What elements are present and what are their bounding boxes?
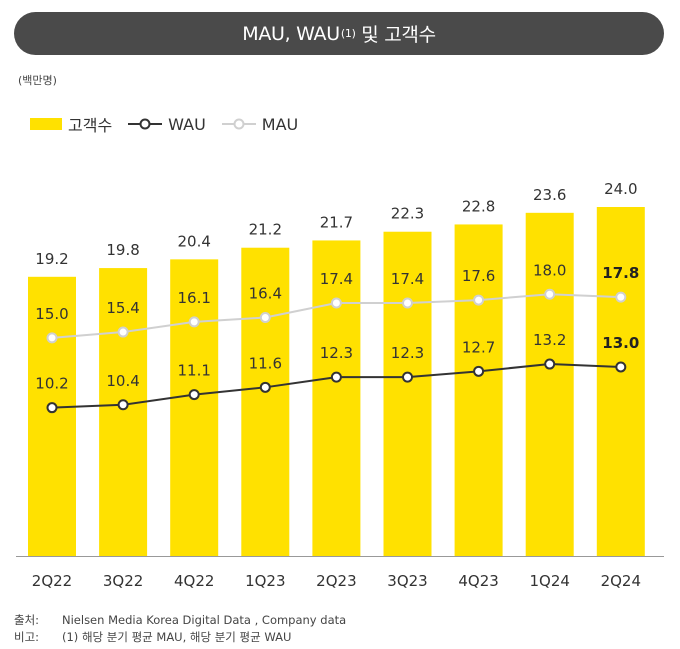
bar-3Q23 <box>383 231 432 557</box>
legend: 고객수 WAU MAU <box>30 112 314 136</box>
footer: 출처: Nielsen Media Korea Digital Data , C… <box>14 612 346 646</box>
bar-label-1Q24: 23.6 <box>533 186 566 204</box>
legend-label-mau: MAU <box>261 114 299 134</box>
legend-item-wau: WAU <box>128 115 206 134</box>
wau-point-3Q22 <box>117 399 129 411</box>
bar-2Q22 <box>28 276 76 556</box>
legend-mau-line-icon <box>221 118 256 130</box>
wau-label-4Q22: 11.1 <box>177 362 210 380</box>
bar-label-2Q24: 24.0 <box>604 180 637 198</box>
x-tick-2Q23: 2Q23 <box>316 572 356 590</box>
mau-label-3Q23: 17.4 <box>391 270 424 288</box>
wau-point-4Q22 <box>188 389 200 401</box>
chart-plot: 19.2 19.8 20.4 21.2 21.7 22.3 22.8 23.6 24.0 2Q22… <box>16 180 664 590</box>
bar-1Q24 <box>525 212 574 557</box>
mau-point-3Q22 <box>117 326 129 338</box>
mau-point-1Q24 <box>544 288 556 300</box>
mau-label-1Q23: 16.4 <box>249 285 282 303</box>
bar-label-4Q23: 22.8 <box>462 197 495 215</box>
x-tick-1Q24: 1Q24 <box>529 572 569 590</box>
x-tick-2Q24: 2Q24 <box>601 572 641 590</box>
mau-label-2Q22: 15.0 <box>35 305 68 323</box>
mau-point-4Q23 <box>473 294 485 306</box>
legend-item-mau: MAU <box>221 114 299 134</box>
unit-label: (백만명) <box>18 74 57 87</box>
title-footnote-mark: (1) <box>340 27 356 40</box>
x-tick-3Q23: 3Q23 <box>387 572 427 590</box>
mau-label-3Q22: 15.4 <box>106 299 139 317</box>
mau-point-3Q23 <box>402 297 413 309</box>
mau-point-1Q23 <box>259 312 271 324</box>
wau-point-4Q23 <box>473 365 485 377</box>
bar-label-2Q22: 19.2 <box>35 250 68 268</box>
wau-point-2Q24 <box>615 361 627 373</box>
title-tail: 및 고객수 <box>355 24 436 46</box>
legend-label-customers: 고객수 <box>68 116 113 135</box>
mau-point-2Q23 <box>330 297 342 309</box>
mau-label-1Q24: 18.0 <box>533 261 566 279</box>
wau-label-2Q22: 10.2 <box>35 375 68 393</box>
bar-3Q22 <box>99 268 148 556</box>
wau-label-2Q23: 12.3 <box>320 344 353 362</box>
bar-4Q22 <box>170 259 219 556</box>
bar-label-4Q22: 20.4 <box>177 232 210 250</box>
wau-point-1Q24 <box>544 358 556 370</box>
bar-1Q23 <box>241 247 290 556</box>
wau-label-1Q24: 13.2 <box>533 331 566 349</box>
bar-4Q23 <box>454 224 503 556</box>
legend-item-customers: 고객수 <box>30 112 112 136</box>
wau-label-3Q22: 10.4 <box>106 372 139 390</box>
mau-label-4Q22: 16.1 <box>177 289 210 307</box>
mau-label-2Q23: 17.4 <box>320 270 353 288</box>
chart-title: MAU, WAU (1) 및 고객수 <box>14 12 664 55</box>
bar-2Q24 <box>596 207 645 556</box>
wau-label-2Q24: 13.0 <box>602 334 639 352</box>
x-tick-1Q23: 1Q23 <box>245 572 285 590</box>
wau-label-1Q23: 11.6 <box>249 354 282 372</box>
mau-point-2Q22 <box>46 332 58 344</box>
mau-label-2Q24: 17.8 <box>602 264 639 282</box>
wau-point-2Q22 <box>46 402 58 414</box>
bar-label-1Q23: 21.2 <box>249 221 282 239</box>
note-label: 비고: <box>14 630 40 644</box>
wau-point-3Q23 <box>402 371 413 383</box>
wau-point-1Q23 <box>259 381 271 393</box>
mau-point-4Q22 <box>188 316 200 328</box>
legend-wau-line-icon <box>128 118 163 130</box>
bar-2Q23 <box>312 240 361 556</box>
mau-label-4Q23: 17.6 <box>462 267 495 285</box>
bar-label-3Q22: 19.8 <box>106 241 139 259</box>
mau-point-2Q24 <box>615 291 627 303</box>
wau-point-2Q23 <box>330 371 342 383</box>
x-tick-2Q22: 2Q22 <box>32 572 72 590</box>
x-tick-3Q22: 3Q22 <box>103 572 143 590</box>
source-text: Nielsen Media Korea Digital Data , Compa… <box>62 613 347 627</box>
title-main: MAU, WAU <box>242 22 340 45</box>
wau-label-4Q23: 12.7 <box>462 338 495 356</box>
source-label: 출처: <box>14 613 40 627</box>
x-tick-4Q22: 4Q22 <box>174 572 214 590</box>
legend-bar-swatch <box>30 118 62 130</box>
bar-label-2Q23: 21.7 <box>320 213 353 231</box>
legend-label-wau: WAU <box>168 114 206 134</box>
x-tick-4Q23: 4Q23 <box>458 572 498 590</box>
bar-label-3Q23: 22.3 <box>391 205 424 223</box>
note-text: (1) 해당 분기 평균 MAU, 해당 분기 평균 WAU <box>62 630 292 644</box>
wau-label-3Q23: 12.3 <box>391 344 424 362</box>
